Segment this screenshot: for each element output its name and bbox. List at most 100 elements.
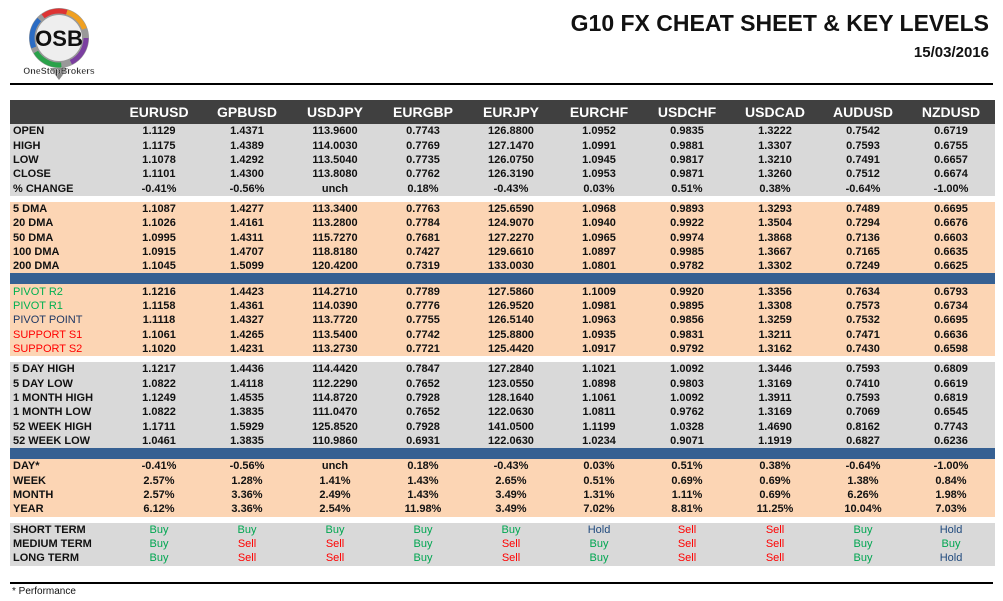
value-cell: 125.8520 (291, 419, 379, 434)
value-cell: 1.3446 (731, 362, 819, 377)
value-cell: 0.6619 (907, 376, 995, 391)
value-cell: 0.6545 (907, 405, 995, 420)
row-label: 20 DMA (10, 216, 115, 231)
value-cell: 1.1919 (731, 433, 819, 449)
value-cell: 0.6827 (819, 433, 907, 449)
value-cell: 1.4389 (203, 138, 291, 153)
value-cell: 1.0991 (555, 138, 643, 153)
value-cell: 1.3911 (731, 390, 819, 406)
separator-cell (10, 448, 995, 460)
table-row: 100 DMA 1.0915 1.4707 118.8180 0.7427 129.661… (10, 244, 995, 260)
value-cell: 1.0952 (555, 124, 643, 139)
table-row: LOW 1.1078 1.4292 113.5040 0.7735 126.0750 1.0… (10, 152, 995, 168)
value-cell: 126.5140 (467, 313, 555, 328)
value-cell: -0.43% (467, 181, 555, 196)
value-cell: 118.8180 (291, 244, 379, 260)
row-label: HIGH (10, 138, 115, 153)
table-row: SUPPORT S1 1.1061 1.4265 113.5400 0.7742 125.… (10, 327, 995, 342)
value-cell: 0.7294 (819, 216, 907, 231)
value-cell: 1.38% (819, 473, 907, 488)
value-cell: 1.3308 (731, 298, 819, 314)
value-cell: 0.7847 (379, 362, 467, 377)
value-cell: 1.0953 (555, 167, 643, 182)
value-cell: 0.7319 (379, 259, 467, 274)
value-cell: 0.6676 (907, 216, 995, 231)
value-cell: 0.03% (555, 181, 643, 196)
value-cell: 0.51% (555, 473, 643, 488)
value-cell: 0.9922 (643, 216, 731, 231)
header-blank (10, 100, 115, 124)
value-cell: 1.0898 (555, 376, 643, 391)
value-cell: 1.1199 (555, 419, 643, 434)
value-cell: 1.3211 (731, 327, 819, 342)
value-cell: 1.4690 (731, 419, 819, 434)
value-cell: 127.5860 (467, 284, 555, 299)
value-cell: 0.7784 (379, 216, 467, 231)
signal-cell: Buy (115, 551, 203, 566)
value-cell: 0.38% (731, 459, 819, 474)
value-cell: -0.56% (203, 459, 291, 474)
value-cell: 0.9835 (643, 124, 731, 139)
value-cell: 0.9881 (643, 138, 731, 153)
value-cell: 1.4300 (203, 167, 291, 182)
value-cell: 10.04% (819, 502, 907, 517)
value-cell: 126.8800 (467, 124, 555, 139)
value-cell: 0.7681 (379, 230, 467, 245)
value-cell: 0.7652 (379, 405, 467, 420)
value-cell: 1.0945 (555, 152, 643, 168)
value-cell: 1.11% (643, 487, 731, 503)
table-row: 52 WEEK LOW 1.0461 1.3835 110.9860 0.6931 122… (10, 433, 995, 449)
signal-cell: Buy (555, 536, 643, 552)
value-cell: 0.6657 (907, 152, 995, 168)
value-cell: 0.6625 (907, 259, 995, 274)
value-cell: 1.1129 (115, 124, 203, 139)
fx-levels-table: EURUSD GPBUSD USDJPY EURGBP EURJPY EURCHF USDC… (10, 100, 995, 566)
value-cell: 126.3190 (467, 167, 555, 182)
table-row: LONG TERM Buy Sell Sell Buy Sell Buy Sell Sell Bu… (10, 551, 995, 566)
value-cell: 1.4371 (203, 124, 291, 139)
value-cell: 1.1101 (115, 167, 203, 182)
section-gap (10, 516, 995, 523)
value-cell: 1.1087 (115, 201, 203, 217)
value-cell: 3.36% (203, 487, 291, 503)
value-cell: 113.5040 (291, 152, 379, 168)
value-cell: 1.0822 (115, 405, 203, 420)
row-label: LONG TERM (10, 551, 115, 566)
value-cell: 2.65% (467, 473, 555, 488)
value-cell: 3.49% (467, 502, 555, 517)
value-cell: 1.3169 (731, 405, 819, 420)
table-row: 20 DMA 1.1026 1.4161 113.2800 0.7784 124.9070… (10, 216, 995, 231)
value-cell: 0.6695 (907, 313, 995, 328)
table-row: YEAR 6.12% 3.36% 2.54% 11.98% 3.49% 7.02% 8.81%… (10, 502, 995, 517)
row-label: SHORT TERM (10, 522, 115, 537)
value-cell: 1.4231 (203, 341, 291, 357)
value-cell: 0.7735 (379, 152, 467, 168)
value-cell: 1.0461 (115, 433, 203, 449)
value-cell: 0.7489 (819, 201, 907, 217)
value-cell: 1.4118 (203, 376, 291, 391)
value-cell: 0.8162 (819, 419, 907, 434)
value-cell: -0.64% (819, 459, 907, 474)
value-cell: 1.3307 (731, 138, 819, 153)
value-cell: 126.9520 (467, 298, 555, 314)
value-cell: 3.36% (203, 502, 291, 517)
value-cell: 1.0092 (643, 362, 731, 377)
value-cell: 113.3400 (291, 201, 379, 217)
value-cell: 1.1217 (115, 362, 203, 377)
value-cell: 124.9070 (467, 216, 555, 231)
value-cell: 7.02% (555, 502, 643, 517)
value-cell: 1.4535 (203, 390, 291, 406)
value-cell: 1.1061 (115, 327, 203, 342)
signal-cell: Sell (291, 536, 379, 552)
row-label: MONTH (10, 487, 115, 503)
table-row: MEDIUM TERM Buy Sell Sell Buy Sell Buy Sell Sell… (10, 536, 995, 552)
value-cell: unch (291, 181, 379, 196)
signal-cell: Sell (467, 536, 555, 552)
value-cell: 0.9782 (643, 259, 731, 274)
value-cell: 114.4420 (291, 362, 379, 377)
value-cell: 0.9762 (643, 405, 731, 420)
value-cell: 0.7769 (379, 138, 467, 153)
value-cell: 0.7776 (379, 298, 467, 314)
value-cell: 0.69% (731, 473, 819, 488)
separator-cell (10, 516, 995, 523)
